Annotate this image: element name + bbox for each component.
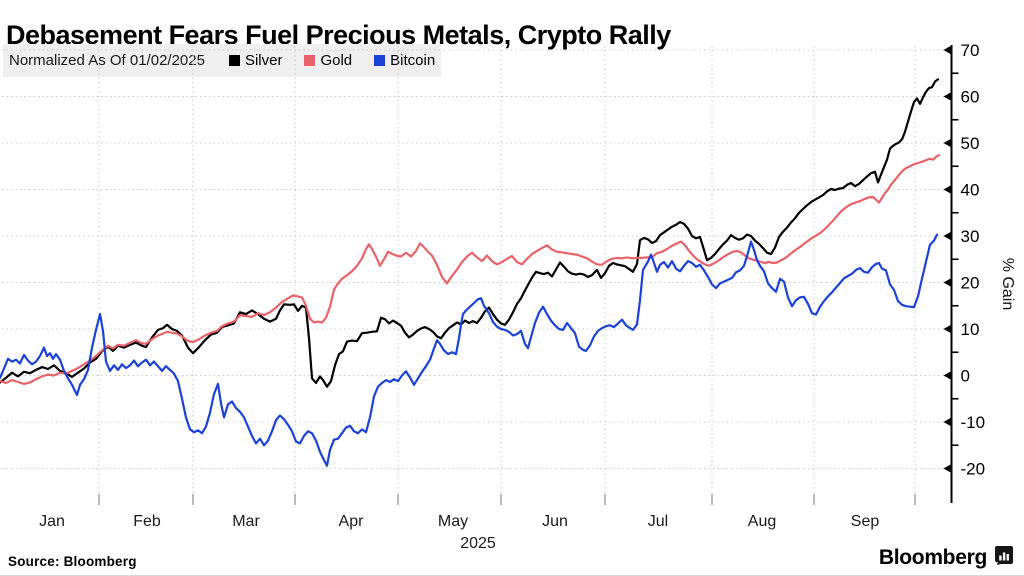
legend-label: Silver	[244, 52, 283, 69]
x-axis-month-label: Mar	[232, 513, 260, 530]
y-axis-tick-label: 10	[961, 320, 980, 339]
x-axis-month-label: Feb	[133, 513, 161, 530]
y-axis-tick-label: 40	[961, 181, 980, 200]
bloomberg-brand: Bloomberg	[879, 545, 1014, 571]
y-axis-title: % Gain	[999, 258, 1016, 310]
y-axis-arrow-tick	[943, 92, 952, 101]
legend-label: Bitcoin	[390, 52, 436, 69]
x-axis-month-label: Sep	[851, 513, 880, 530]
x-axis-month-label: Jun	[542, 513, 568, 530]
x-axis-year-label: 2025	[460, 535, 496, 552]
y-axis-arrow-tick	[943, 278, 952, 287]
x-axis-month-label: Apr	[339, 513, 365, 530]
legend-swatch-gold	[304, 55, 316, 66]
y-axis-arrow-tick	[943, 417, 952, 427]
y-axis-arrow-tick	[943, 231, 952, 241]
legend-label: Gold	[320, 52, 353, 69]
x-axis-month-label: Jan	[39, 513, 65, 530]
y-axis-arrow-tick	[943, 371, 952, 380]
y-axis-tick-label: 0	[961, 367, 970, 386]
y-axis-tick-label: 30	[961, 227, 980, 246]
legend-swatch-silver	[228, 55, 240, 66]
legend-item-gold: Gold	[304, 52, 352, 69]
legend-swatch-bitcoin	[374, 55, 386, 66]
series-line-bitcoin	[0, 233, 939, 467]
bloomberg-wordmark: Bloomberg	[878, 546, 987, 569]
y-axis-tick-label: 50	[961, 134, 980, 153]
y-axis-tick-label: -20	[961, 460, 986, 479]
bloomberg-logo-icon	[994, 545, 1014, 571]
legend-note: Normalized As Of 01/02/2025	[9, 52, 205, 69]
x-axis-month-label: May	[438, 513, 468, 530]
y-axis-arrow-tick	[943, 185, 952, 194]
legend-items: Silver Gold Bitcoin	[228, 52, 457, 69]
source-attribution: Source: Bloomberg	[8, 554, 137, 569]
x-axis-month-label: Aug	[748, 513, 776, 530]
series-line-silver	[0, 78, 940, 388]
legend-item-bitcoin: Bitcoin	[374, 52, 435, 69]
y-axis-tick-label: 70	[961, 41, 980, 60]
y-axis-arrow-tick	[943, 324, 952, 334]
y-axis-arrow-tick	[943, 138, 952, 148]
legend-item-silver: Silver	[228, 52, 283, 69]
y-axis-arrow-tick	[943, 464, 952, 473]
series-line-gold	[0, 154, 941, 385]
x-axis-month-label: Jul	[648, 513, 668, 530]
y-axis-tick-label: 20	[961, 274, 980, 293]
y-axis-tick-label: 60	[961, 88, 980, 107]
y-axis-arrow-tick	[943, 45, 952, 55]
y-axis-tick-label: -10	[961, 413, 986, 432]
